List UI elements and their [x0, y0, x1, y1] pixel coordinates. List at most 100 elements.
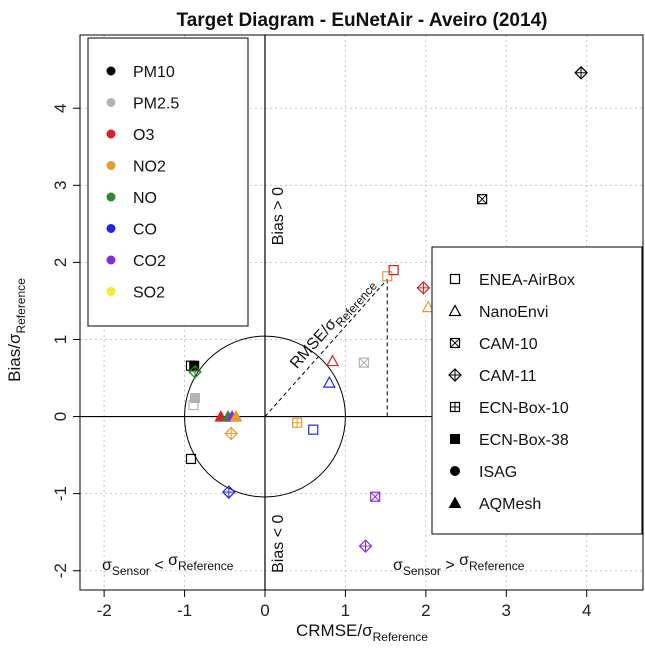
sensor-legend-label: ECN-Box-38	[479, 432, 569, 449]
sensor-legend-label: ECN-Box-10	[479, 400, 569, 417]
x-tick-label: -1	[177, 601, 192, 620]
sensor-legend-label: NanoEnvi	[479, 304, 548, 321]
marker-square	[449, 273, 461, 285]
marker-triangle	[326, 354, 340, 367]
y-tick-label: -2	[51, 563, 70, 578]
legend-color-dot	[106, 255, 116, 265]
data-point	[477, 194, 488, 205]
marker-square-filled	[190, 393, 201, 404]
y-axis-title-sub: Reference	[14, 278, 28, 334]
marker-square-x-box	[449, 337, 461, 349]
pollutant-legend-label: O3	[133, 127, 154, 144]
y-axis-title: Bias/σReference	[5, 278, 28, 382]
plot-frame	[79, 34, 644, 591]
legend-color-dot	[106, 66, 116, 76]
marker-square-x-line	[450, 338, 460, 348]
sensor-gt-label-part: Reference	[469, 559, 525, 573]
data-point	[308, 424, 319, 435]
x-tick-label: 3	[502, 601, 511, 620]
legend-color-dot	[106, 129, 116, 139]
marker-square	[382, 271, 393, 282]
x-tick-label: 2	[421, 601, 430, 620]
marker-square-x-box	[358, 357, 370, 368]
marker-square	[185, 453, 197, 465]
chart-title: Target Diagram - EuNetAir - Aveiro (2014…	[177, 10, 548, 31]
sensor-legend-label: CAM-10	[479, 336, 538, 353]
marker-triangle	[322, 375, 336, 388]
marker-square-x-line	[477, 194, 487, 205]
legend-color-dot	[106, 98, 116, 107]
y-tick-label: 2	[51, 258, 70, 267]
sensor-gt-label-part: Sensor	[403, 564, 441, 578]
sensor-gt-label-part: σ	[393, 557, 403, 574]
sensor-legend-label: AQMesh	[479, 496, 541, 513]
data-point	[221, 485, 236, 499]
legend-marker	[450, 466, 460, 476]
marker-square-filled	[450, 434, 460, 444]
marker-square-filled	[189, 360, 200, 371]
sensor-legend-label: CAM-11	[479, 368, 537, 385]
legends: PM10 PM2.5 O3 NO2 NO CO CO2 SO2 ENEA-AirBox NanoE…	[87, 37, 643, 535]
legend-color-dot	[106, 224, 116, 233]
data-point	[190, 393, 201, 404]
x-axis-title-main: CRMSE/σ	[296, 621, 373, 640]
legend-color-dot	[106, 287, 116, 296]
sensor-legend-label: ISAG	[479, 464, 517, 481]
legend-marker	[449, 337, 461, 349]
marker-circle-filled	[450, 466, 460, 476]
x-axis-title: CRMSE/σReference	[296, 621, 428, 644]
data-point	[416, 280, 431, 295]
legend-marker	[448, 304, 462, 317]
x-tick-label: 1	[341, 601, 350, 620]
marker-triangle-filled	[448, 496, 462, 508]
rmse-dashed-line	[264, 279, 388, 417]
sensor-lt-label-part: σ	[168, 552, 178, 569]
sensor-gt-label-part: >	[441, 557, 459, 574]
data-point	[322, 375, 336, 388]
sensor-lt-label-part: Sensor	[112, 564, 150, 578]
pollutant-legend-label: CO2	[133, 253, 166, 270]
data-point	[188, 399, 199, 411]
y-axis-title-main: Bias/σ	[5, 333, 24, 382]
sensor-lt-label-part: <	[150, 557, 168, 574]
marker-triangle-filled	[229, 410, 243, 422]
sensor-legend-box	[431, 246, 643, 535]
x-tick-label: 0	[260, 601, 269, 620]
data-point	[185, 453, 197, 465]
bias-positive-label: Bias > 0	[270, 187, 287, 245]
marker-square-x-box	[477, 194, 488, 205]
pollutant-legend-label: NO	[133, 190, 157, 207]
unit-circle	[184, 335, 346, 498]
data-point	[189, 360, 200, 371]
data-point	[224, 426, 239, 441]
data-point	[326, 354, 340, 367]
data-point	[574, 65, 588, 80]
marker-square	[308, 424, 319, 435]
y-tick-label: 0	[51, 412, 70, 421]
marker-triangle	[448, 304, 462, 317]
y-tick-label: 4	[51, 103, 70, 112]
pollutant-legend-label: SO2	[133, 285, 165, 302]
data-point	[188, 365, 202, 379]
data-point	[358, 357, 370, 368]
legend-color-dot	[106, 161, 116, 170]
y-tick-label: -1	[51, 486, 70, 501]
x-tick-label: -2	[97, 601, 112, 620]
pollutant-legend-label: NO2	[133, 159, 166, 176]
pollutant-legend-label: PM2.5	[133, 96, 179, 113]
sensor-lt-label-part: σ	[102, 557, 112, 574]
pollutant-legend-label: PM10	[133, 64, 175, 81]
marker-triangle	[421, 300, 435, 313]
marker-square	[188, 399, 199, 411]
legend-marker	[449, 401, 461, 413]
sensor-lt-label-part: Reference	[178, 559, 234, 573]
sensor-gt-label: σSensor > σReference	[393, 552, 525, 578]
data-point	[388, 265, 399, 276]
y-tick-label: 3	[51, 181, 70, 190]
data-points	[185, 65, 588, 553]
data-point	[370, 491, 381, 502]
marker-square-x-line	[370, 491, 381, 502]
pollutant-legend-box	[87, 37, 249, 327]
legend-marker	[448, 368, 462, 382]
legend-marker	[448, 496, 462, 508]
